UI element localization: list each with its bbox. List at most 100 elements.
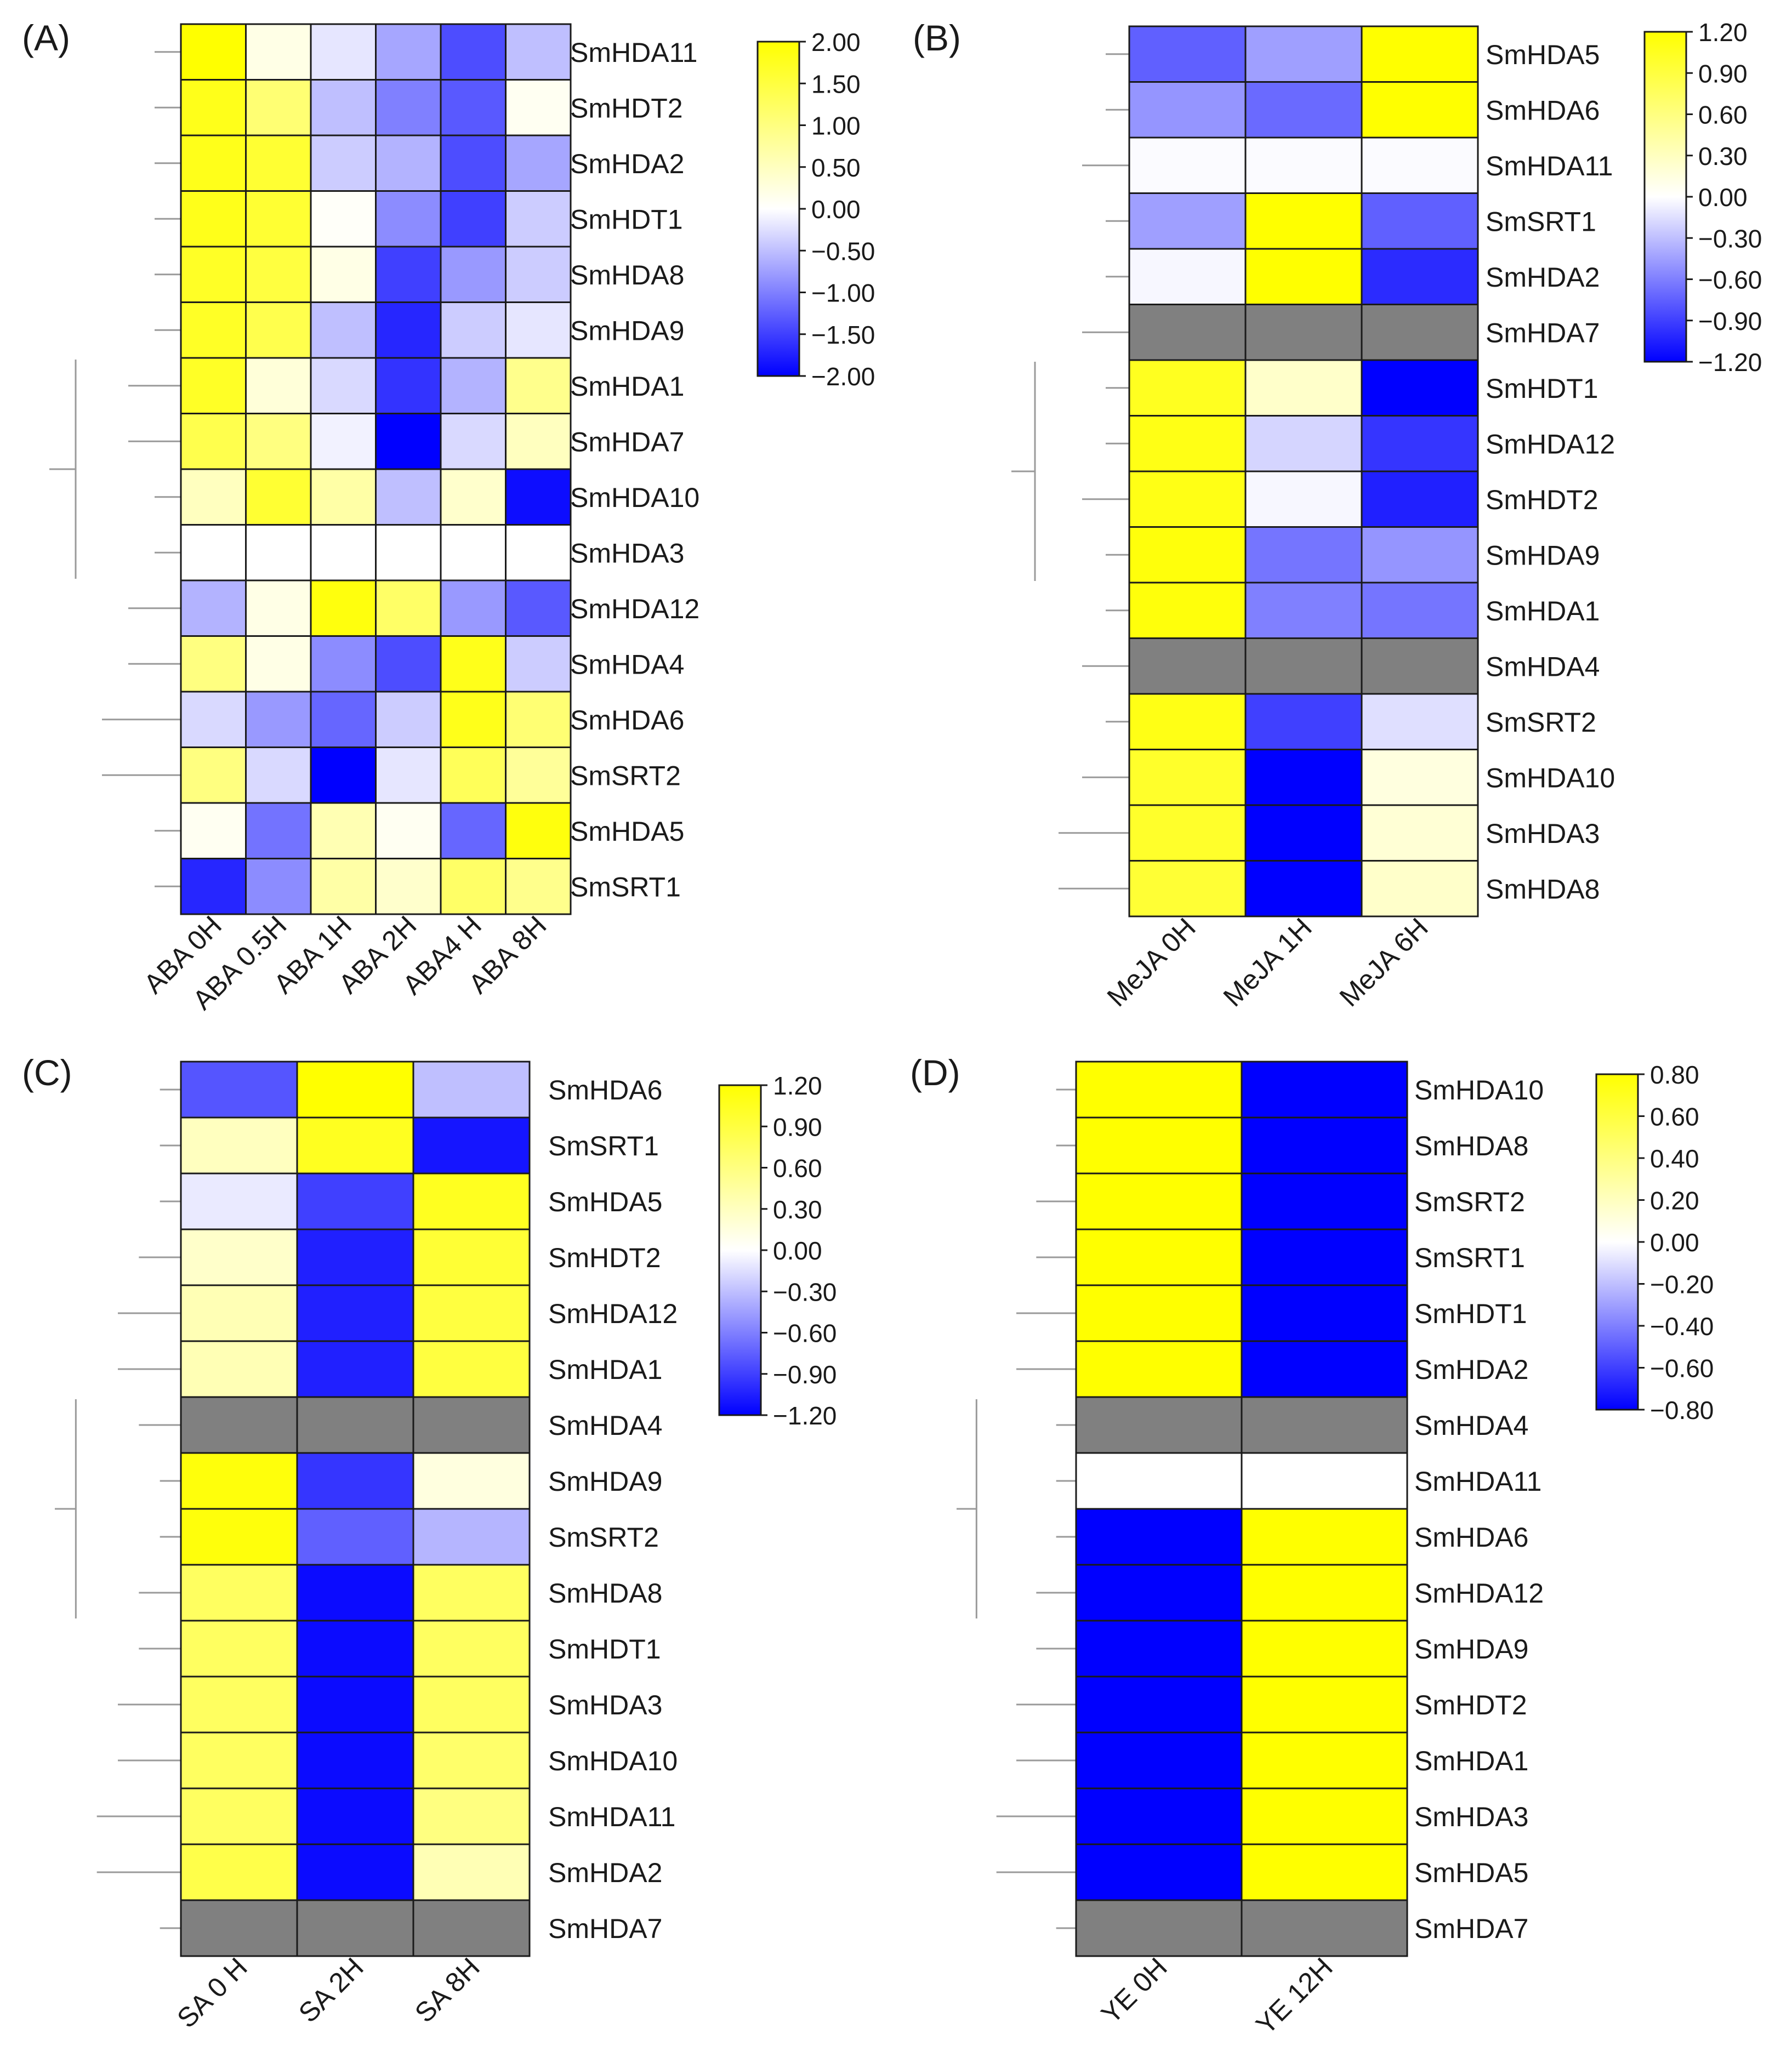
row-label: SmHDT1: [1414, 1298, 1527, 1329]
heatmap-cell: [245, 691, 312, 748]
colorbar-tick-label: −0.80: [1650, 1396, 1714, 1424]
heatmap-cell: [310, 858, 377, 915]
heatmap-cell: [412, 1396, 531, 1454]
heatmap-cell: [505, 79, 572, 136]
row-label: SmHDT1: [548, 1634, 661, 1665]
heatmap-cell: [1075, 1228, 1243, 1286]
heatmap-cell: [245, 635, 312, 693]
heatmap-cell: [245, 746, 312, 804]
heatmap-cell: [1128, 248, 1247, 305]
heatmap-cell: [440, 691, 507, 748]
heatmap-cell: [440, 134, 507, 192]
heatmap-cell: [180, 1228, 298, 1286]
dendrogram: [55, 1088, 181, 1929]
heatmap-cell: [180, 1061, 298, 1119]
heatmap-cell: [1241, 1452, 1408, 1510]
heatmap-cell: [1361, 81, 1479, 139]
heatmap-cell: [1075, 1731, 1243, 1789]
column-label: MeJA 0H: [1101, 912, 1202, 1012]
heatmap-cell: [180, 1675, 298, 1734]
heatmap-cell: [1361, 804, 1479, 862]
colorbar: [718, 1084, 762, 1416]
heatmap-cell: [310, 635, 377, 693]
heatmap-cell: [505, 246, 572, 303]
heatmap-cell: [180, 1787, 298, 1845]
heatmap-cell: [1128, 526, 1247, 584]
colorbar-tick-label: 0.80: [1650, 1061, 1699, 1089]
heatmap-cell: [1241, 1787, 1408, 1845]
heatmap-cell: [1075, 1452, 1243, 1510]
heatmap-cell: [375, 301, 442, 359]
heatmap-cell: [375, 246, 442, 303]
row-label: SmHDA7: [1486, 317, 1600, 348]
heatmap-cell: [505, 802, 572, 859]
heatmap-cell: [1244, 582, 1363, 639]
colorbar-tick-label: 0.60: [1650, 1103, 1699, 1131]
heatmap-cell: [180, 746, 247, 804]
row-label: SmSRT2: [1414, 1187, 1525, 1217]
heatmap-cell: [375, 134, 442, 192]
heatmap-cell: [1361, 136, 1479, 194]
row-label: SmHDT2: [1414, 1690, 1527, 1720]
row-label: SmSRT2: [1486, 707, 1596, 738]
heatmap-cell: [1244, 470, 1363, 528]
heatmap-cell: [310, 134, 377, 192]
heatmap-cell: [245, 246, 312, 303]
heatmap-cell: [1361, 637, 1479, 695]
heatmap-cell: [180, 1731, 298, 1789]
colorbar-tick-label: −2.00: [811, 362, 875, 391]
heatmap-cell: [180, 691, 247, 748]
heatmap-cell: [1241, 1284, 1408, 1342]
heatmap-cell: [1241, 1340, 1408, 1398]
row-label: SmHDT1: [1486, 373, 1598, 404]
dendrogram: [1011, 53, 1129, 890]
colorbar-tick-label: −0.60: [1698, 266, 1762, 294]
colorbar-tick-label: −0.40: [1650, 1312, 1714, 1341]
heatmap-cell: [1361, 470, 1479, 528]
colorbar-tick-label: 0.60: [1698, 101, 1748, 129]
heatmap-cell: [1075, 1396, 1243, 1454]
heatmap-cell: [245, 301, 312, 359]
heatmap-cell: [245, 134, 312, 192]
heatmap-cell: [375, 23, 442, 81]
row-label: SmHDA2: [570, 149, 684, 179]
row-label: SmHDA1: [570, 371, 684, 402]
heatmap-cell: [296, 1116, 414, 1175]
heatmap-cell: [440, 357, 507, 414]
heatmap-cell: [1361, 582, 1479, 639]
heatmap-cell: [375, 802, 442, 859]
colorbar-tick-label: 0.30: [1698, 142, 1748, 170]
colorbar-tick-label: 1.00: [811, 112, 861, 140]
colorbar-tick-label: 0.00: [773, 1236, 822, 1265]
heatmap-cell: [375, 357, 442, 414]
row-label: SmHDA6: [548, 1075, 662, 1105]
heatmap-cell: [1128, 693, 1247, 750]
colorbar-tick-label: 0.60: [773, 1154, 822, 1183]
colorbar-tick-label: −1.20: [773, 1401, 837, 1430]
heatmap-cell: [1241, 1675, 1408, 1734]
heatmap-cell: [440, 246, 507, 303]
colorbar: [1595, 1073, 1639, 1411]
heatmap-cell: [1241, 1396, 1408, 1454]
heatmap-cell: [180, 1116, 298, 1175]
colorbar-tick-label: 0.90: [773, 1113, 822, 1141]
column-label: YE 0H: [1095, 1952, 1173, 2030]
heatmap-cell: [375, 579, 442, 637]
heatmap-cell: [505, 746, 572, 804]
colorbar: [756, 41, 800, 377]
heatmap-cell: [180, 1620, 298, 1678]
heatmap-cell: [310, 23, 377, 81]
heatmap-cell: [1128, 860, 1247, 917]
heatmap-cell: [180, 579, 247, 637]
row-label: SmHDT2: [548, 1242, 661, 1273]
heatmap-cell: [245, 802, 312, 859]
heatmap-cells: [1128, 25, 1479, 917]
column-label: MeJA 6H: [1334, 912, 1434, 1012]
heatmap-cell: [1361, 359, 1479, 417]
heatmap-cell: [412, 1228, 531, 1286]
column-label: SA 2H: [293, 1952, 369, 2028]
heatmap-cell: [440, 579, 507, 637]
heatmap-cell: [1361, 192, 1479, 250]
colorbar-tick-label: 1.20: [1698, 18, 1748, 47]
